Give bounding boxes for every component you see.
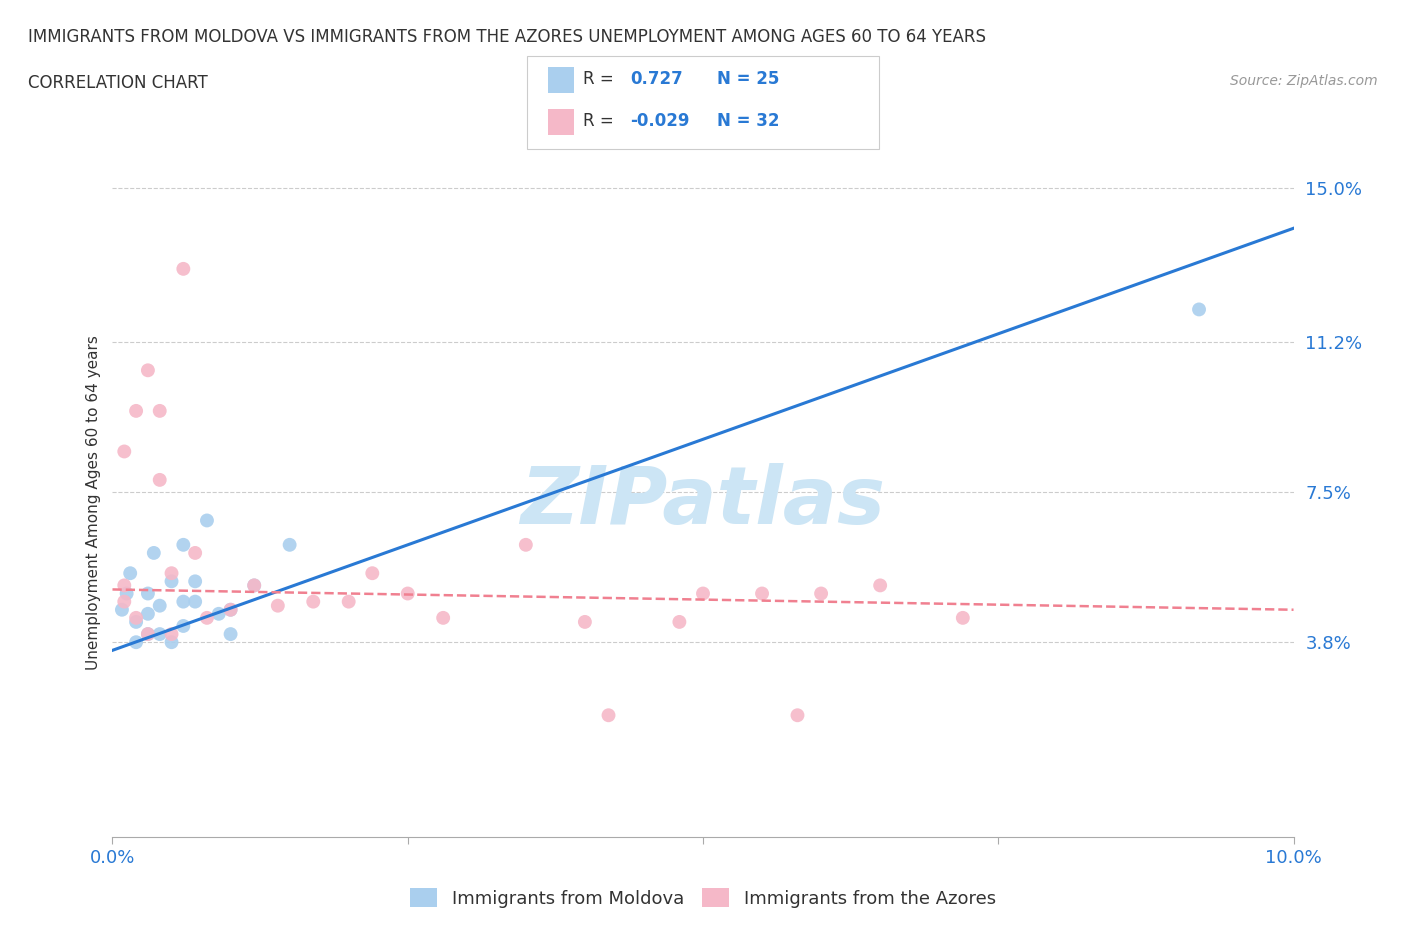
- Text: N = 25: N = 25: [717, 70, 779, 88]
- Point: [243, 578, 266, 592]
- Point: [136, 627, 159, 642]
- Point: [598, 708, 620, 723]
- Point: [112, 444, 135, 458]
- Point: [172, 618, 194, 633]
- Point: [278, 538, 301, 552]
- Point: [337, 594, 360, 609]
- Point: [136, 606, 159, 621]
- Point: [160, 627, 183, 642]
- Point: [184, 574, 207, 589]
- Text: IMMIGRANTS FROM MOLDOVA VS IMMIGRANTS FROM THE AZORES UNEMPLOYMENT AMONG AGES 60: IMMIGRANTS FROM MOLDOVA VS IMMIGRANTS FR…: [28, 28, 986, 46]
- Point: [184, 594, 207, 609]
- Legend: Immigrants from Moldova, Immigrants from the Azores: Immigrants from Moldova, Immigrants from…: [404, 882, 1002, 915]
- Text: ZIPatlas: ZIPatlas: [520, 463, 886, 541]
- Point: [243, 578, 266, 592]
- Point: [668, 615, 690, 630]
- Point: [219, 627, 242, 642]
- Point: [149, 472, 172, 487]
- Point: [302, 594, 325, 609]
- Point: [184, 546, 207, 561]
- Point: [142, 546, 165, 561]
- Point: [149, 627, 172, 642]
- Point: [120, 565, 142, 580]
- Text: N = 32: N = 32: [717, 112, 779, 130]
- Text: 0.727: 0.727: [630, 70, 683, 88]
- Point: [160, 574, 183, 589]
- Point: [111, 603, 134, 618]
- Text: Source: ZipAtlas.com: Source: ZipAtlas.com: [1230, 74, 1378, 88]
- Point: [125, 610, 148, 625]
- Point: [952, 610, 974, 625]
- Point: [219, 603, 242, 618]
- Point: [869, 578, 891, 592]
- Point: [574, 615, 596, 630]
- Point: [692, 586, 714, 601]
- Point: [136, 586, 159, 601]
- Point: [810, 586, 832, 601]
- Point: [195, 610, 218, 625]
- Point: [125, 404, 148, 418]
- Point: [751, 586, 773, 601]
- Y-axis label: Unemployment Among Ages 60 to 64 years: Unemployment Among Ages 60 to 64 years: [86, 335, 101, 670]
- Point: [149, 598, 172, 613]
- Point: [1188, 302, 1211, 317]
- Point: [786, 708, 808, 723]
- Point: [172, 594, 194, 609]
- Text: -0.029: -0.029: [630, 112, 689, 130]
- Point: [208, 606, 231, 621]
- Point: [115, 586, 138, 601]
- Text: R =: R =: [583, 112, 614, 130]
- Point: [136, 627, 159, 642]
- Point: [160, 635, 183, 650]
- Point: [112, 594, 135, 609]
- Point: [361, 565, 384, 580]
- Point: [149, 404, 172, 418]
- Point: [219, 603, 242, 618]
- Point: [195, 513, 218, 528]
- Point: [515, 538, 537, 552]
- Point: [160, 565, 183, 580]
- Point: [125, 635, 148, 650]
- Point: [432, 610, 454, 625]
- Point: [125, 615, 148, 630]
- Point: [396, 586, 419, 601]
- Point: [136, 363, 159, 378]
- Point: [172, 261, 194, 276]
- Point: [172, 538, 194, 552]
- Text: CORRELATION CHART: CORRELATION CHART: [28, 74, 208, 92]
- Point: [112, 578, 135, 592]
- Text: R =: R =: [583, 70, 614, 88]
- Point: [267, 598, 290, 613]
